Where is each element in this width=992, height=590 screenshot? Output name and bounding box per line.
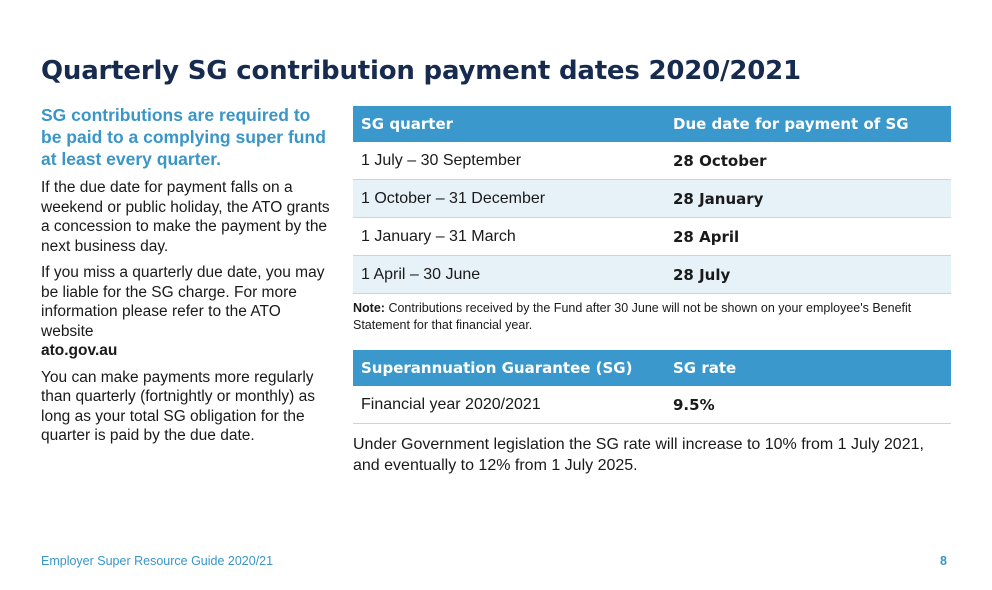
legislation-text: Under Government legislation the SG rate… xyxy=(353,436,924,474)
weekend-paragraph: If the due date for payment falls on a w… xyxy=(41,179,330,255)
missed-date-text: If you miss a quarterly due date, you ma… xyxy=(41,264,325,340)
due-date-cell: 28 April xyxy=(665,217,951,256)
due-date-cell: 28 October xyxy=(665,142,951,180)
rate-table-header: Superannuation Guarantee (SG) SG rate xyxy=(353,350,951,386)
rate-cell: 9.5% xyxy=(665,386,951,424)
page-title: Quarterly SG contribution payment dates … xyxy=(41,56,801,86)
quarter-table: SG quarter Due date for payment of SG 1 … xyxy=(353,106,951,294)
table-row: Financial year 2020/2021 9.5% xyxy=(353,386,951,424)
note-body: Contributions received by the Fund after… xyxy=(353,301,912,332)
right-column: SG quarter Due date for payment of SG 1 … xyxy=(353,106,951,476)
note-label: Note: xyxy=(353,301,385,315)
header-due-date: Due date for payment of SG xyxy=(665,106,951,142)
table-row: 1 April – 30 June 28 July xyxy=(353,255,951,294)
note-text: Note: Contributions received by the Fund… xyxy=(353,300,951,334)
quarter-cell: 1 April – 30 June xyxy=(353,255,665,294)
rate-table: Superannuation Guarantee (SG) SG rate Fi… xyxy=(353,350,951,424)
due-date-cell: 28 July xyxy=(665,255,951,294)
frequency-paragraph: You can make payments more regularly tha… xyxy=(41,368,315,445)
quarter-cell: 1 July – 30 September xyxy=(353,142,665,180)
quarter-table-header: SG quarter Due date for payment of SG xyxy=(353,106,951,142)
due-date-cell: 28 January xyxy=(665,179,951,218)
missed-date-paragraph: If you miss a quarterly due date, you ma… xyxy=(41,263,331,361)
financial-year-cell: Financial year 2020/2021 xyxy=(353,386,665,424)
page-number: 8 xyxy=(940,554,947,568)
ato-website-link[interactable]: ato.gov.au xyxy=(41,342,118,359)
header-sg-quarter: SG quarter xyxy=(353,106,665,142)
table-row: 1 October – 31 December 28 January xyxy=(353,179,951,218)
header-sg-rate: SG rate xyxy=(665,350,951,386)
table-row: 1 January – 31 March 28 April xyxy=(353,217,951,256)
left-column: SG contributions are required to be paid… xyxy=(41,104,331,453)
quarter-cell: 1 October – 31 December xyxy=(353,179,665,218)
lead-text: SG contributions are required to be paid… xyxy=(41,105,326,169)
quarter-cell: 1 January – 31 March xyxy=(353,217,665,256)
header-sg: Superannuation Guarantee (SG) xyxy=(353,350,665,386)
footer-guide-title: Employer Super Resource Guide 2020/21 xyxy=(41,554,274,568)
table-row: 1 July – 30 September 28 October xyxy=(353,142,951,180)
